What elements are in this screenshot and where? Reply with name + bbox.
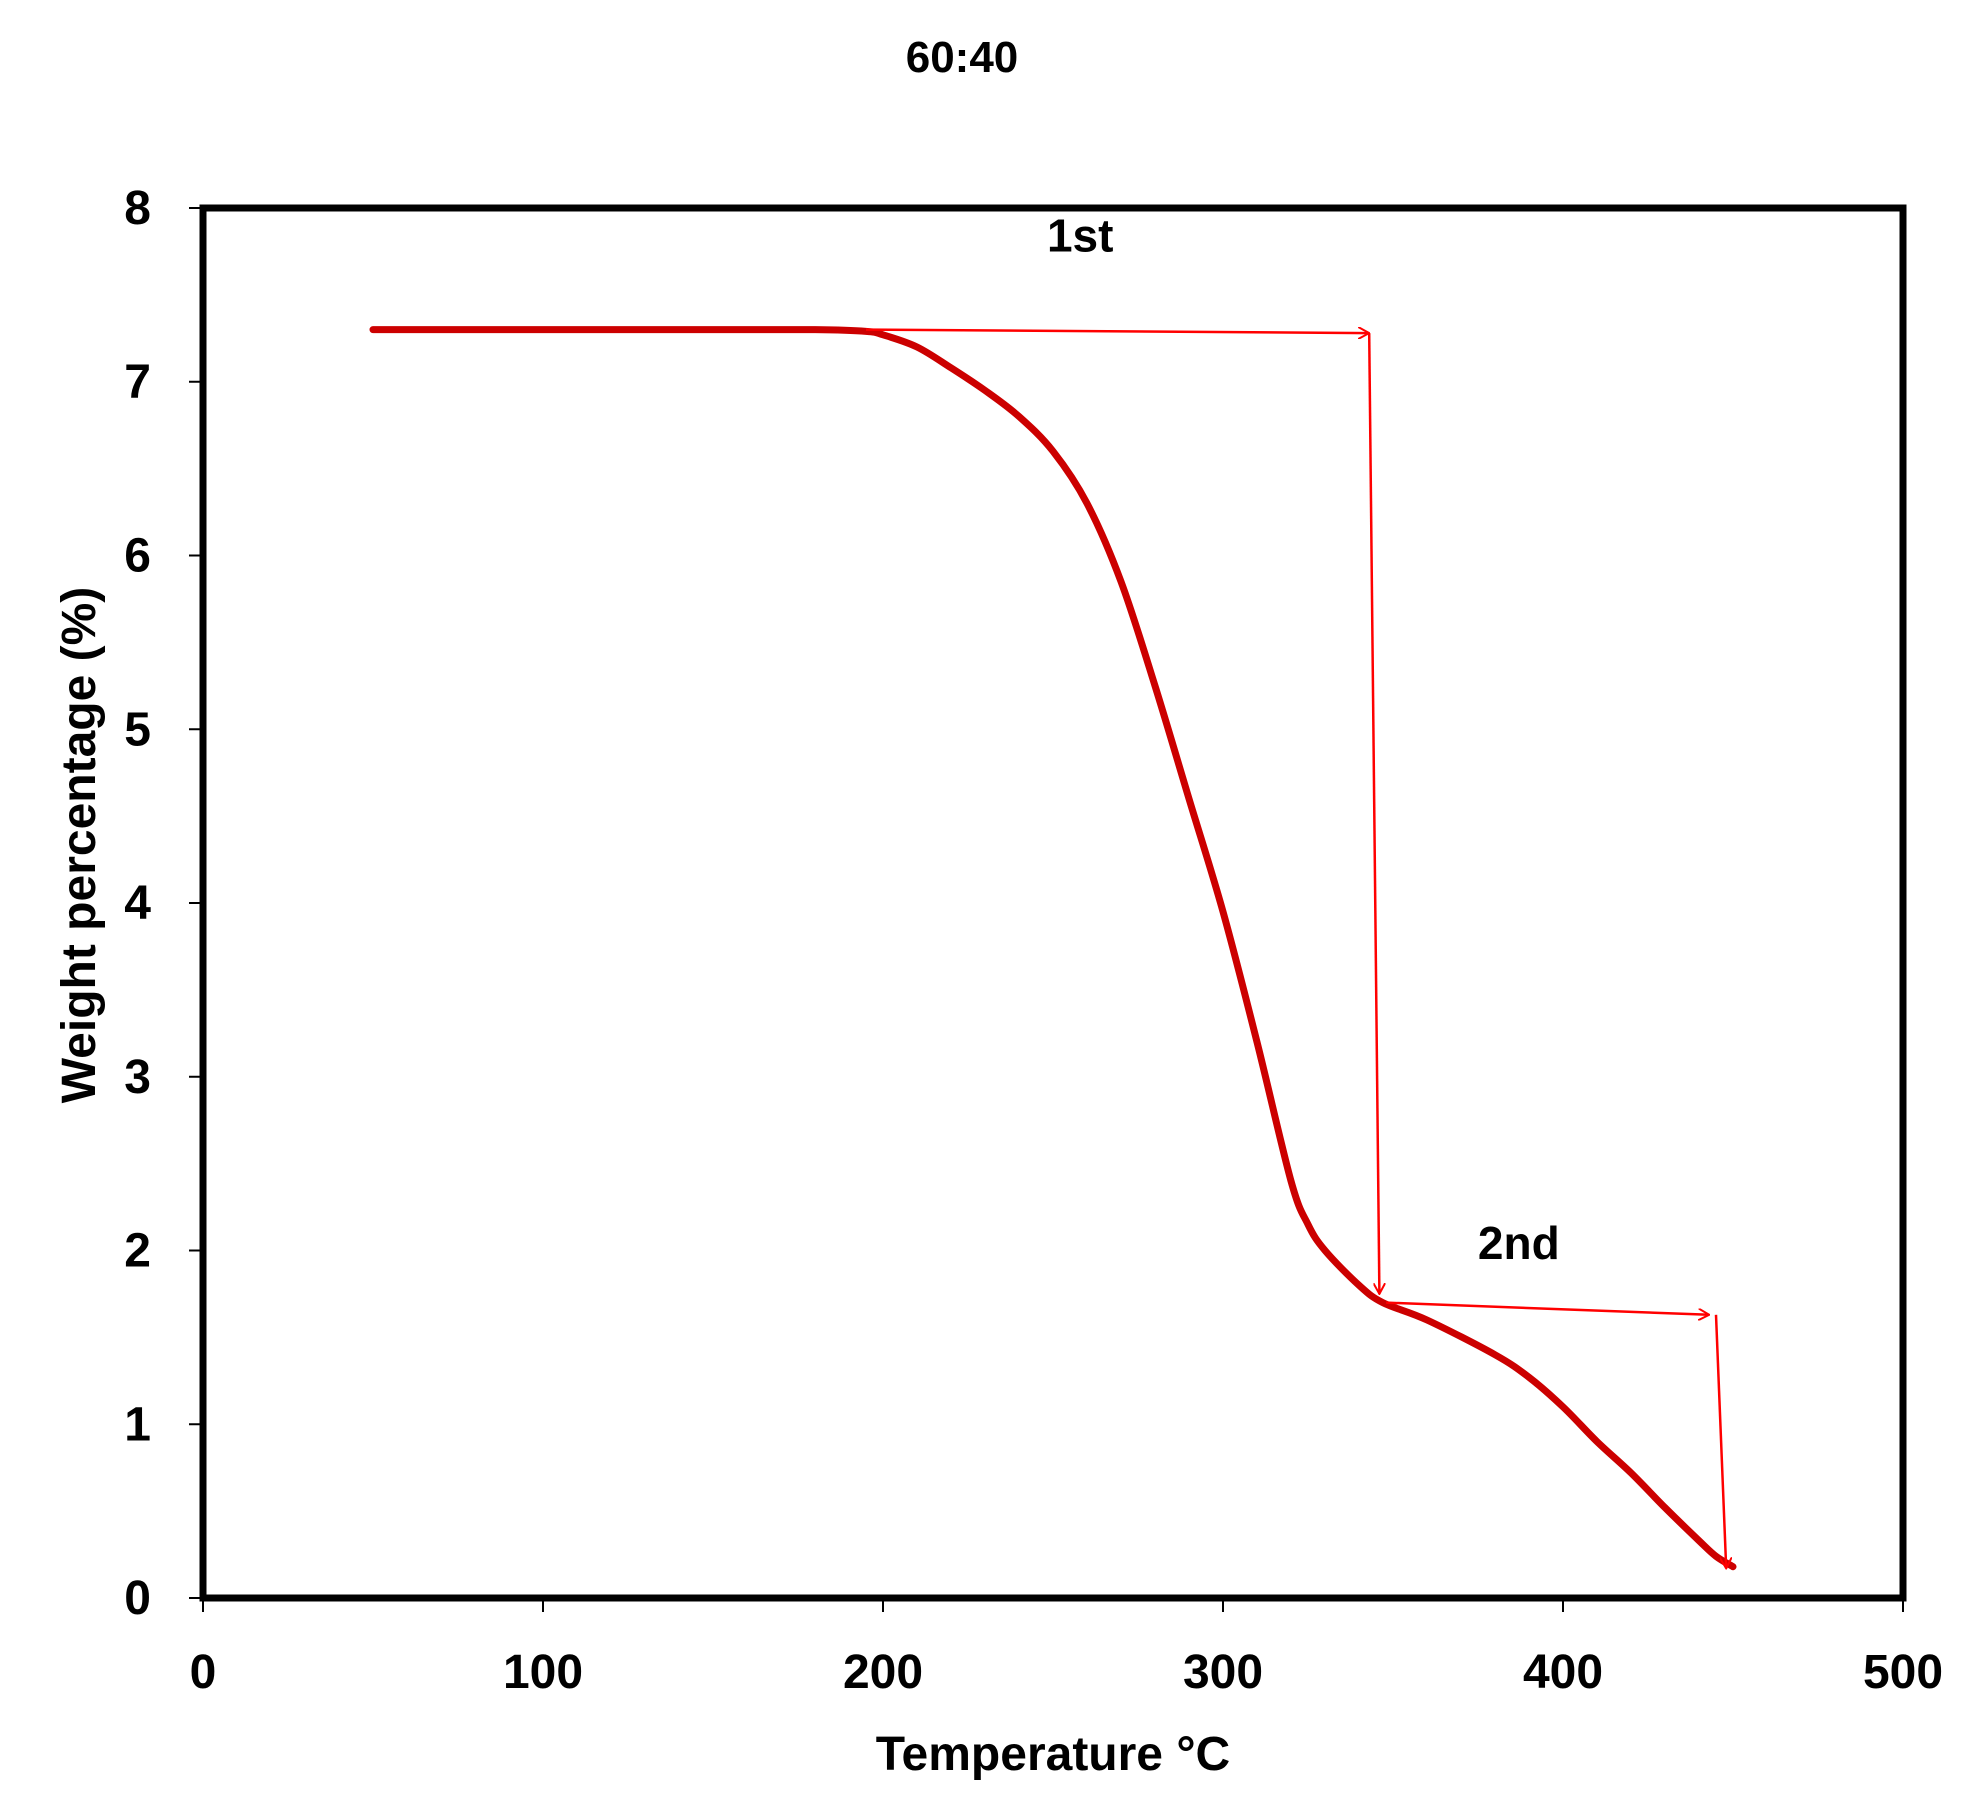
- y-tick-label: 5: [124, 703, 151, 756]
- x-tick-label: 200: [843, 1646, 923, 1699]
- x-tick-label: 300: [1183, 1646, 1263, 1699]
- x-tick-label: 400: [1523, 1646, 1603, 1699]
- plot-frame: [199, 204, 1907, 1602]
- annotation-layer: 1st 2nd: [865, 209, 1726, 1569]
- y-axis-label: Weight percentage (%): [53, 587, 106, 1104]
- y-axis-ticks: 0 1 2 3 4 5 6 7 8: [124, 182, 203, 1625]
- x-tick-label: 0: [190, 1646, 217, 1699]
- annotation-label: 1st: [1047, 209, 1113, 261]
- y-tick-label: 4: [124, 877, 151, 930]
- annotation-arrow: [1367, 333, 1379, 1294]
- y-tick-label: 8: [124, 182, 151, 235]
- annotation-arrow: [1714, 1314, 1726, 1569]
- series-line: [369, 325, 1737, 1571]
- y-tick-label: 6: [124, 530, 151, 583]
- chart-title: 60:40: [906, 33, 1019, 82]
- y-tick-label: 7: [124, 356, 151, 409]
- annotation-arrow: [1386, 1301, 1709, 1315]
- y-tick-label: 1: [124, 1398, 151, 1451]
- x-axis-ticks: 0 100 200 300 400 500: [190, 1598, 1943, 1699]
- y-tick-label: 3: [124, 1051, 151, 1104]
- y-tick-label: 2: [124, 1225, 151, 1278]
- annotation-label: 2nd: [1478, 1217, 1560, 1269]
- x-tick-label: 100: [503, 1646, 583, 1699]
- series-layer: [369, 325, 1737, 1571]
- y-tick-label: 0: [124, 1572, 151, 1625]
- x-axis-label: Temperature °C: [876, 1728, 1230, 1781]
- x-tick-label: 500: [1863, 1646, 1943, 1699]
- annotation-arrow: [865, 330, 1369, 333]
